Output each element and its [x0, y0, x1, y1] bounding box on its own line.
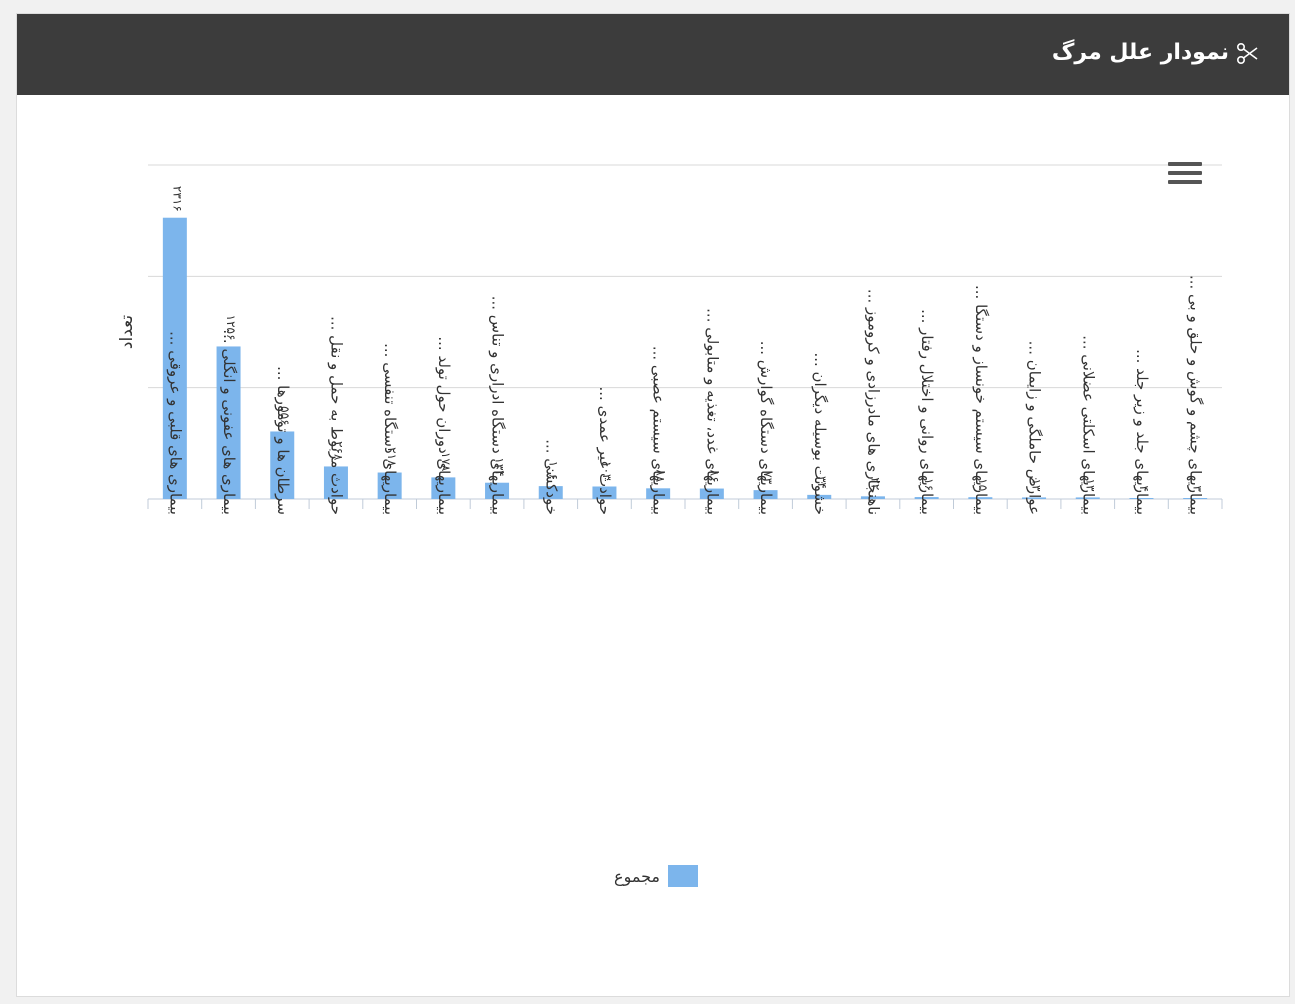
x-tick-label: بیماریهای غدد، تغذیه و متابولی ... [703, 308, 721, 515]
chart-panel: نمودار علل مرگ [16, 13, 1290, 997]
bar [699, 488, 724, 499]
x-tick-label: بیماریهای اسکلتی عضلانی ... [1079, 335, 1097, 515]
bar [485, 482, 510, 499]
data-label: ۱۳۴ [493, 457, 507, 476]
data-label: ۱۳ [1083, 479, 1097, 492]
data-label: ۲۲ [868, 477, 882, 490]
x-tick-label: بیماریهای دستگاه ادراری و تناس ... [489, 296, 507, 515]
legend-label: مجموع [614, 867, 660, 886]
data-label: ۴ [1137, 486, 1151, 492]
bar [1183, 498, 1208, 499]
x-tick-label: بیماریهای دستگاه تنفسی ... [381, 343, 399, 515]
data-label: ۱۰۶ [546, 461, 560, 480]
scissors-chart-icon [1236, 42, 1258, 64]
data-label: ۱۳ [1030, 479, 1044, 492]
x-tick-label: بیماریهای سیستم خونساز و دستگا ... [972, 285, 990, 515]
data-label: ۱۲۵۶ [224, 315, 238, 341]
bar [914, 497, 939, 499]
bar [1129, 498, 1154, 499]
x-tick-label: بیماریهای سیستم عصبی ... [650, 346, 668, 515]
data-label: ۳۴ [815, 476, 829, 489]
bar [162, 217, 187, 499]
data-label: ۲۳۱۶ [170, 186, 184, 212]
data-label: ۱۰۳ [600, 461, 614, 481]
x-tick-label: بیماریهای چشم و گوش و حلق و بی ... [1187, 275, 1205, 515]
data-label: ۲۶۸ [331, 441, 345, 461]
bar [860, 496, 885, 499]
legend-swatch [668, 865, 698, 887]
data-label: ۱۷۸ [439, 452, 453, 472]
x-tick-label: ناهنجاری های مادرزادی و کروموز ... [864, 289, 882, 515]
bar [646, 488, 671, 499]
x-tick-label: بیماریهای دوران حول تولد ... [435, 336, 453, 515]
bar [377, 472, 402, 499]
x-tick-label: بیماریهای جلد و زیر جلد ... [1133, 349, 1151, 515]
bar [807, 494, 832, 499]
x-tick-label: بیماری های قلبی و عروقی ... [166, 331, 184, 515]
x-tick-label: عوارض حاملگی و زایمان ... [1026, 341, 1044, 515]
panel-header: نمودار علل مرگ [17, 14, 1289, 95]
x-tick-label: بیماریهای دستگاه گوارش ... [757, 341, 775, 515]
data-label: ۱۵ [976, 478, 990, 491]
x-tick-label: حوادث غیر عمدی ... [596, 387, 614, 515]
bar [1075, 497, 1100, 499]
x-tick-label: سرطان ها و تومورها ... [274, 366, 292, 515]
panel-title: نمودار علل مرگ [1051, 40, 1229, 65]
x-tick-label: حوادث مربوط به حمل و نقل ... [327, 316, 345, 515]
data-label: ۳ [1191, 486, 1205, 493]
x-tick-label: بیماریهای روانی و اختلال رفتار ... [918, 309, 936, 515]
data-label: ۸۶ [707, 470, 721, 483]
bar [431, 477, 456, 499]
bar [323, 466, 348, 499]
bar [753, 490, 778, 499]
data-label: ۵۵۶ [278, 406, 292, 425]
bar [216, 346, 241, 499]
bar [592, 486, 617, 499]
x-tick-label: بیماری های عفونی و انگلی ... [220, 329, 238, 515]
bar [968, 497, 993, 499]
bar [1022, 497, 1047, 499]
y-axis-label: تعداد [117, 315, 137, 349]
chart-menu-button[interactable] [1168, 162, 1202, 192]
hamburger-menu-icon [1168, 162, 1202, 166]
data-label: ۷۳ [761, 471, 775, 484]
bar [270, 431, 295, 499]
x-tick-label: خودکشی ... [542, 439, 560, 515]
bar [538, 486, 563, 499]
data-label: ۱۶ [922, 478, 936, 491]
data-label: ۸۸ [654, 469, 668, 482]
x-tick-label: خشونت بوسیله دیگران ... [811, 352, 829, 515]
data-label: ۲۱۸ [385, 447, 399, 467]
